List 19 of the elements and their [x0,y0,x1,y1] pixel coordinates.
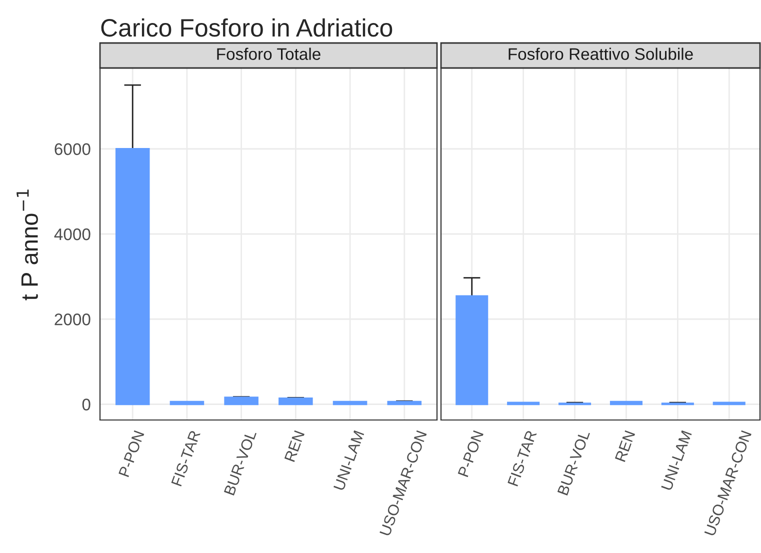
x-tick-label: REN [614,430,636,462]
chart-subtitle: Fosforo Totale [217,48,320,60]
bar [170,400,204,406]
chart-subtitle: Fosforo Reattivo Solubile [508,48,693,60]
y-axis-title: t P anno$^{−1}$ [16,190,38,300]
bar [387,400,422,406]
bar [610,400,642,406]
chart-title: Carico Fosforo in Adriatico [101,18,392,37]
bar [456,295,488,406]
bar [332,400,368,406]
y-tick-label: 6000 [54,143,90,156]
bar [115,148,150,406]
y-tick-label: 2000 [54,314,90,326]
x-tick-label: P-PON [458,430,484,478]
bar [278,397,313,406]
x-tick-label: REN [284,430,304,462]
bar [224,396,258,406]
y-tick-label: 0 [82,398,90,410]
y-tick-label: 4000 [54,228,90,240]
